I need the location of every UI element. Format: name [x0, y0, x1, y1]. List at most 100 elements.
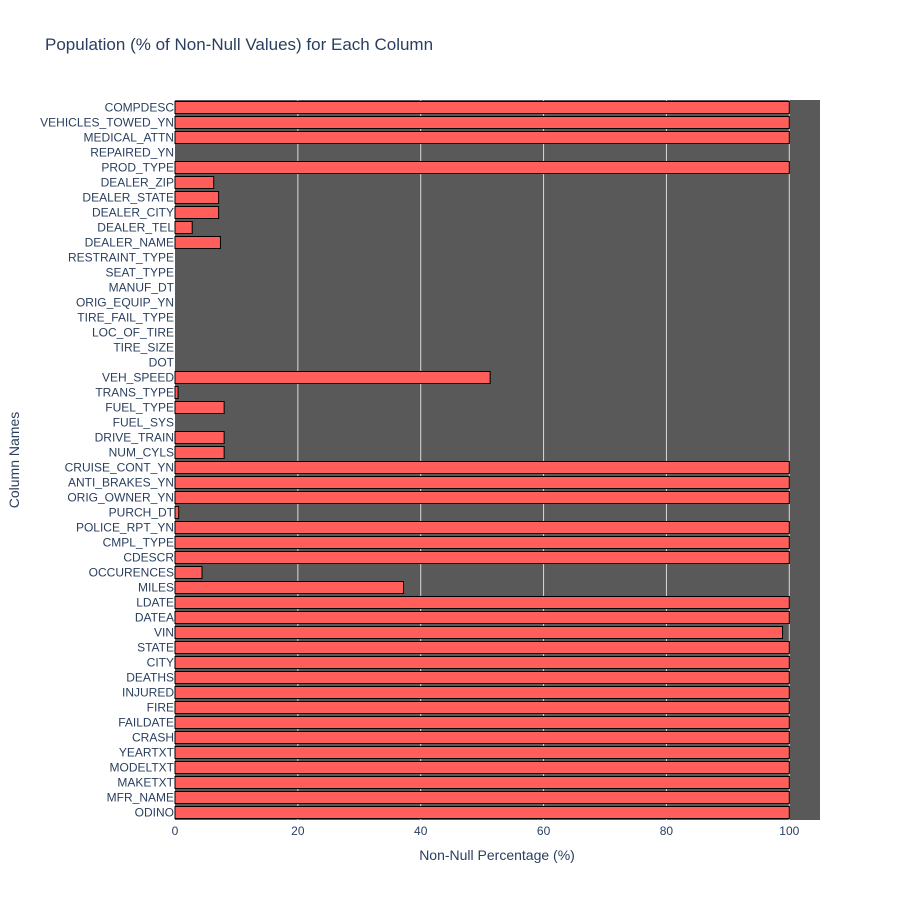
- y-tick-label: LDATE: [136, 596, 174, 610]
- bar: [174, 446, 225, 459]
- bar: [174, 236, 221, 249]
- bar: [174, 476, 790, 489]
- bar: [174, 401, 225, 414]
- y-axis-ticks: ODINOMFR_NAMEMAKETXTMODELTXTYEARTXTCRASH…: [40, 101, 174, 820]
- y-tick-label: VEHICLES_TOWED_YN: [40, 116, 174, 130]
- y-tick-label: MANUF_DT: [109, 281, 175, 295]
- y-tick-label: MODELTXT: [110, 761, 175, 775]
- y-tick-label: MEDICAL_ATTN: [84, 131, 174, 145]
- y-tick-label: POLICE_RPT_YN: [76, 521, 174, 535]
- y-tick-label: PURCH_DT: [109, 506, 175, 520]
- y-tick-label: DATEA: [135, 611, 174, 625]
- x-tick-label: 80: [660, 824, 674, 838]
- y-tick-label: DEALER_CITY: [92, 206, 174, 220]
- y-tick-label: STATE: [137, 641, 174, 655]
- y-tick-label: VEH_SPEED: [102, 371, 174, 385]
- y-tick-label: FUEL_SYS: [113, 416, 174, 430]
- bar: [174, 101, 790, 114]
- y-tick-label: YEARTXT: [119, 746, 175, 760]
- x-axis-ticks: 0 20 40 60 80 100: [172, 824, 800, 838]
- bar: [174, 701, 790, 714]
- y-tick-label: MILES: [138, 581, 174, 595]
- bar: [174, 386, 179, 399]
- bar: [174, 116, 790, 129]
- y-tick-label: NUM_CYLS: [109, 446, 174, 460]
- x-tick-label: 20: [291, 824, 305, 838]
- bar: [174, 641, 790, 654]
- y-tick-label: DEALER_STATE: [82, 191, 174, 205]
- y-tick-label: CRUISE_CONT_YN: [65, 461, 174, 475]
- gridlines: [297, 100, 790, 820]
- y-tick-label: DEALER_ZIP: [101, 176, 174, 190]
- bar: [174, 131, 790, 144]
- bar: [174, 671, 790, 684]
- bar: [174, 626, 784, 639]
- y-tick-label: TIRE_SIZE: [113, 341, 174, 355]
- x-tick-label: 100: [779, 824, 799, 838]
- bar: [174, 191, 220, 204]
- bar: [174, 491, 790, 504]
- bar: [174, 536, 790, 549]
- y-tick-label: REPAIRED_YN: [90, 146, 174, 160]
- y-tick-label: CMPL_TYPE: [103, 536, 174, 550]
- y-tick-label: SEAT_TYPE: [106, 266, 174, 280]
- bar: [174, 761, 790, 774]
- bar: [174, 176, 215, 189]
- bar: [174, 806, 790, 819]
- bar: [174, 206, 220, 219]
- y-tick-label: COMPDESC: [105, 101, 175, 115]
- y-tick-label: CDESCR: [123, 551, 174, 565]
- plot-area: [175, 100, 820, 820]
- y-tick-label: ODINO: [135, 806, 174, 820]
- x-tick-label: 0: [172, 824, 179, 838]
- bars: [174, 101, 790, 819]
- bar: [174, 656, 790, 669]
- y-tick-label: MAKETXT: [117, 776, 174, 790]
- y-tick-label: DRIVE_TRAIN: [95, 431, 174, 445]
- bar: [174, 431, 225, 444]
- bar: [174, 161, 790, 174]
- bar: [174, 581, 405, 594]
- bar: [174, 551, 790, 564]
- y-tick-label: PROD_TYPE: [101, 161, 174, 175]
- x-tick-label: 60: [537, 824, 551, 838]
- y-axis-title: Column Names: [6, 412, 22, 508]
- y-tick-label: ORIG_OWNER_YN: [67, 491, 174, 505]
- bar: [174, 791, 790, 804]
- y-tick-label: INJURED: [122, 686, 174, 700]
- x-tick-label: 40: [414, 824, 428, 838]
- y-tick-label: ANTI_BRAKES_YN: [68, 476, 174, 490]
- bar: [174, 596, 790, 609]
- y-tick-label: VIN: [154, 626, 174, 640]
- y-tick-label: DEALER_NAME: [85, 236, 174, 250]
- y-tick-label: MFR_NAME: [107, 791, 174, 805]
- y-tick-label: DEATHS: [126, 671, 174, 685]
- bar: [174, 746, 790, 759]
- y-tick-label: TIRE_FAIL_TYPE: [77, 311, 174, 325]
- bar: [174, 611, 790, 624]
- y-tick-label: RESTRAINT_TYPE: [68, 251, 174, 265]
- bar: [174, 731, 790, 744]
- bar: [174, 521, 790, 534]
- y-tick-label: FUEL_TYPE: [105, 401, 174, 415]
- y-tick-label: FAILDATE: [118, 716, 174, 730]
- y-tick-label: LOC_OF_TIRE: [92, 326, 174, 340]
- y-tick-label: DEALER_TEL: [97, 221, 174, 235]
- y-tick-label: CRASH: [132, 731, 174, 745]
- y-tick-label: FIRE: [147, 701, 174, 715]
- bar: [174, 716, 790, 729]
- bar: [174, 506, 180, 519]
- y-tick-label: ORIG_EQUIP_YN: [76, 296, 174, 310]
- y-tick-label: DOT: [149, 356, 175, 370]
- bar: [174, 686, 790, 699]
- bar: [174, 566, 203, 579]
- chart-title: Population (% of Non-Null Values) for Ea…: [45, 35, 433, 54]
- bar: [174, 461, 790, 474]
- x-axis-title: Non-Null Percentage (%): [419, 847, 575, 863]
- y-tick-label: CITY: [147, 656, 174, 670]
- y-tick-label: OCCURENCES: [89, 566, 174, 580]
- bar: [174, 221, 193, 234]
- bar: [174, 776, 790, 789]
- y-tick-label: TRANS_TYPE: [95, 386, 174, 400]
